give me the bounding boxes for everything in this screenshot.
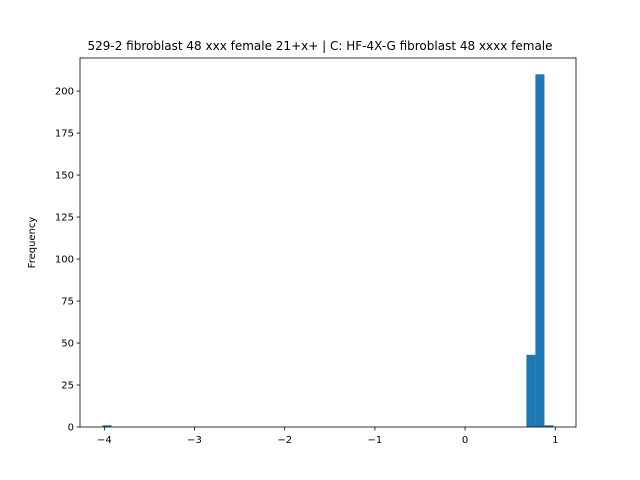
plot-area xyxy=(102,74,554,428)
x-tick-label: 1 xyxy=(552,435,558,446)
y-tick-label: 150 xyxy=(55,171,74,182)
bar xyxy=(535,74,545,428)
y-tick-label: 25 xyxy=(61,381,74,392)
y-tick-label: 175 xyxy=(55,129,74,140)
x-tick-label: 0 xyxy=(462,435,468,446)
y-tick-label: 100 xyxy=(55,255,74,266)
y-tick-label: 0 xyxy=(68,423,74,434)
y-tick-label: 200 xyxy=(55,87,74,98)
y-tick-label: 125 xyxy=(55,213,74,224)
x-tick-label: −3 xyxy=(187,435,202,446)
y-tick-label: 75 xyxy=(61,297,74,308)
x-tick-label: −2 xyxy=(277,435,292,446)
bar xyxy=(102,425,112,427)
x-tick-label: −4 xyxy=(97,435,112,446)
x-tick-label: −1 xyxy=(368,435,383,446)
chart-title: 529-2 fibroblast 48 xxx female 21+x+ | C… xyxy=(87,39,552,53)
y-axis-label: Frequency xyxy=(27,217,38,269)
bar xyxy=(526,354,536,427)
bar xyxy=(544,425,554,427)
y-tick-label: 50 xyxy=(61,339,74,350)
axes-frame xyxy=(79,57,577,428)
